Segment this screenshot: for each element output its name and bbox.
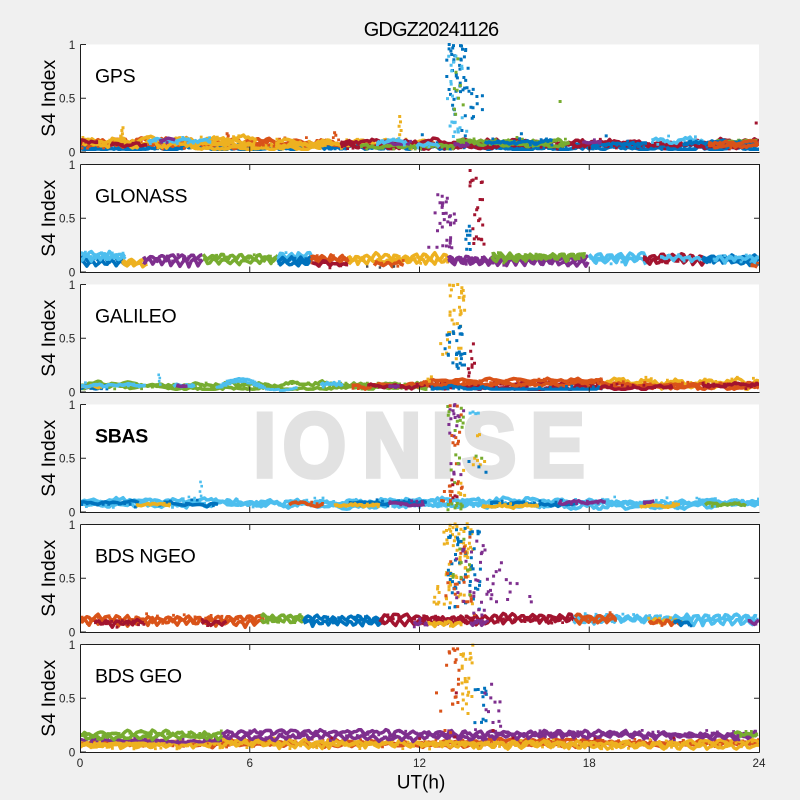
svg-text:BDS NGEO: BDS NGEO — [95, 546, 196, 568]
svg-text:S4 Index: S4 Index — [38, 179, 60, 256]
svg-text:0.5: 0.5 — [59, 333, 76, 346]
svg-text:S4 Index: S4 Index — [38, 299, 60, 376]
svg-text:S4 Index: S4 Index — [38, 59, 60, 136]
svg-text:BDS GEO: BDS GEO — [95, 666, 182, 688]
svg-text:S4 Index: S4 Index — [38, 659, 60, 736]
svg-text:IONISE: IONISE — [253, 396, 584, 497]
svg-text:1: 1 — [69, 39, 76, 52]
svg-text:0.5: 0.5 — [59, 573, 76, 586]
svg-text:SBAS: SBAS — [95, 426, 148, 448]
svg-text:GALILEO: GALILEO — [95, 306, 176, 328]
svg-text:GPS: GPS — [95, 66, 136, 88]
svg-text:0: 0 — [69, 626, 76, 639]
svg-text:GLONASS: GLONASS — [95, 186, 187, 208]
svg-text:0.5: 0.5 — [59, 693, 76, 706]
svg-text:0: 0 — [69, 386, 76, 399]
svg-text:0: 0 — [69, 146, 76, 159]
svg-text:0: 0 — [77, 757, 84, 770]
svg-text:0.5: 0.5 — [59, 93, 76, 106]
svg-text:UT(h): UT(h) — [397, 773, 446, 794]
svg-text:0: 0 — [69, 266, 76, 279]
svg-text:12: 12 — [413, 757, 426, 770]
svg-text:24: 24 — [752, 757, 766, 770]
svg-text:S4 Index: S4 Index — [38, 419, 60, 496]
svg-text:1: 1 — [69, 279, 76, 292]
svg-text:0: 0 — [69, 746, 76, 759]
svg-text:1: 1 — [69, 399, 76, 412]
svg-text:0: 0 — [69, 506, 76, 519]
svg-text:0.5: 0.5 — [59, 453, 76, 466]
svg-text:GDGZ20241126: GDGZ20241126 — [364, 19, 499, 41]
svg-text:1: 1 — [69, 519, 76, 532]
svg-text:1: 1 — [69, 159, 76, 172]
svg-text:S4 Index: S4 Index — [38, 539, 60, 616]
svg-text:0.5: 0.5 — [59, 213, 76, 226]
svg-text:18: 18 — [583, 757, 596, 770]
svg-text:6: 6 — [247, 757, 254, 770]
svg-text:1: 1 — [69, 639, 76, 652]
